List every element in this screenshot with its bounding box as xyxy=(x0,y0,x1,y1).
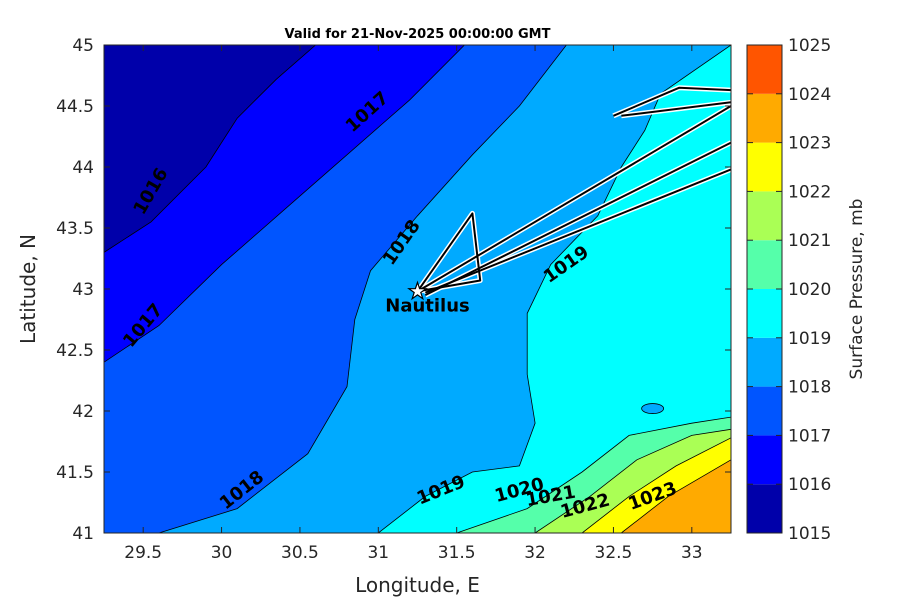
y-tick-label: 42 xyxy=(72,402,94,422)
x-tick-label: 31 xyxy=(367,543,389,563)
colorbar-swatch-1017 xyxy=(747,386,782,436)
colorbar-tick-label: 1020 xyxy=(788,280,831,300)
y-tick-label: 44.5 xyxy=(56,97,94,117)
contour-line-1016 xyxy=(104,45,316,253)
colorbar-tick-label: 1023 xyxy=(788,134,831,154)
y-tick-label: 42.5 xyxy=(56,341,94,361)
y-tick-label: 41 xyxy=(72,524,94,544)
colorbar-tick-label: 1017 xyxy=(788,426,831,446)
colorbar-swatch-1020 xyxy=(747,240,782,289)
contour-line-1023 xyxy=(621,459,731,533)
colorbar-swatch-1024 xyxy=(747,45,782,94)
colorbar-tick-label: 1019 xyxy=(788,329,831,349)
contour-line-1018 xyxy=(158,45,567,533)
colorbar-tick-label: 1018 xyxy=(788,378,831,398)
track-line xyxy=(621,101,731,117)
track-line xyxy=(613,86,731,117)
x-tick-label: 32 xyxy=(524,543,546,563)
y-tick-label: 43 xyxy=(72,280,94,300)
contour-line-1020 xyxy=(456,416,731,533)
y-tick-label: 44 xyxy=(72,158,94,178)
colorbar-swatch-1016 xyxy=(747,435,782,485)
x-tick-label: 31.5 xyxy=(438,543,476,563)
track-line xyxy=(424,141,731,296)
colorbar-tick-label: 1016 xyxy=(788,475,831,495)
x-tick-label: 33 xyxy=(681,543,703,563)
colorbar-label: Surface Pressure, mb xyxy=(847,199,867,380)
x-tick-label: 32.5 xyxy=(595,543,633,563)
colorbar-swatch-1019 xyxy=(747,289,782,338)
band-1023 xyxy=(621,459,731,533)
station-star-icon xyxy=(407,280,428,301)
contour-line-1021 xyxy=(534,428,731,533)
colorbar-swatch-1021 xyxy=(747,191,782,241)
y-tick-label: 43.5 xyxy=(56,219,94,239)
colorbar-tick-label: 1022 xyxy=(788,182,831,202)
colorbar-tick-label: 1024 xyxy=(788,85,831,105)
contour-line-1017 xyxy=(104,45,465,363)
colorbar-swatch-1022 xyxy=(747,142,782,192)
chart-title: Valid for 21-Nov-2025 00:00:00 GMT xyxy=(285,27,551,42)
colorbar-tick-label: 1025 xyxy=(788,36,831,56)
track-line xyxy=(416,212,482,293)
x-tick-label: 30.5 xyxy=(281,543,319,563)
colorbar-tick-label: 1021 xyxy=(788,231,831,251)
contour-line-1019 xyxy=(378,45,731,533)
station-label: Nautilus xyxy=(385,295,470,316)
contour-line-1022 xyxy=(581,437,731,533)
colorbar-tick-label: 1015 xyxy=(788,524,831,544)
y-axis-label: Latitude, N xyxy=(16,234,40,344)
contour-island xyxy=(641,403,665,414)
y-tick-label: 41.5 xyxy=(56,463,94,483)
track-line xyxy=(416,105,731,293)
colorbar-swatch-1023 xyxy=(747,93,782,143)
x-axis-label: Longitude, E xyxy=(355,573,480,597)
colorbar-swatch-1015 xyxy=(747,484,782,533)
y-tick-label: 45 xyxy=(72,36,94,56)
x-tick-label: 30 xyxy=(211,543,233,563)
colorbar-swatch-1018 xyxy=(747,337,782,387)
x-tick-label: 29.5 xyxy=(124,543,162,563)
track-line xyxy=(424,168,731,294)
